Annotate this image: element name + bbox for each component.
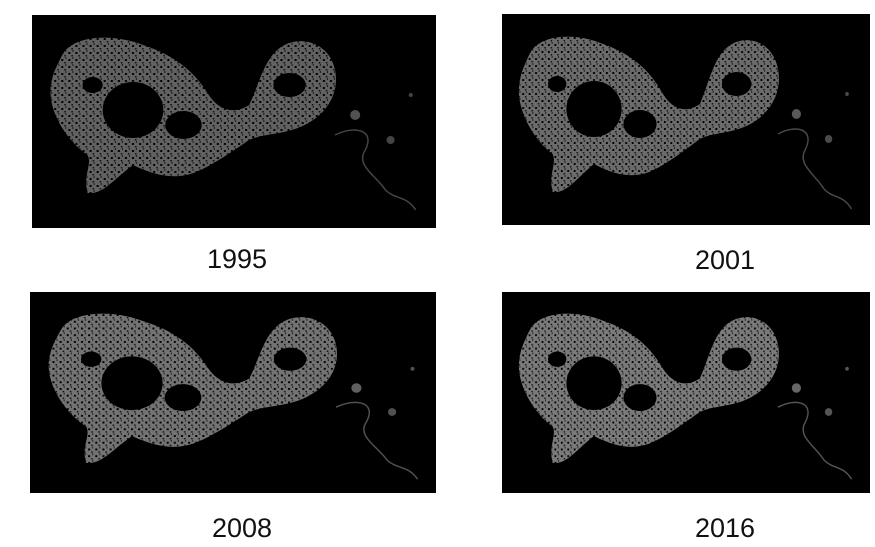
figure: 1995 2001 2008 2016 [0, 0, 875, 547]
map-panel [502, 14, 870, 225]
map-panel [32, 15, 436, 228]
panel-label: 2016 [695, 513, 755, 543]
panel-label: 2008 [212, 513, 272, 543]
map-panel [502, 292, 870, 493]
panel-label: 2001 [695, 245, 755, 275]
panel-label: 1995 [207, 244, 267, 274]
map-panel [30, 292, 436, 493]
